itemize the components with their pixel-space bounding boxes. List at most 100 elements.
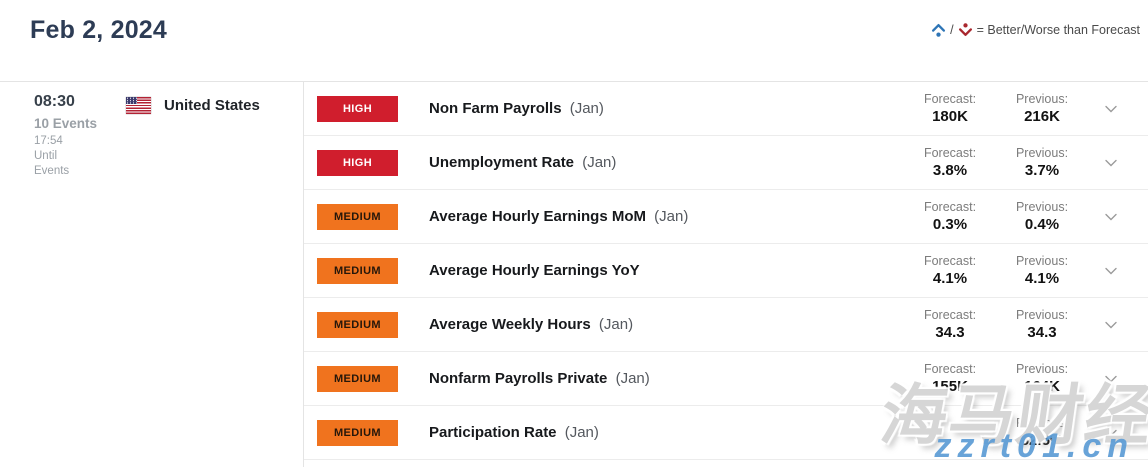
forecast-label: Forecast: [923, 254, 977, 268]
events-list: HIGH Non Farm Payrolls (Jan) Forecast: 1… [304, 82, 1148, 467]
previous-cell: Previous: 216K [996, 92, 1088, 125]
importance-badge: MEDIUM [317, 203, 398, 230]
event-row[interactable]: MEDIUM Participation Rate (Jan) Previous… [304, 406, 1148, 460]
country-name: United States [164, 97, 260, 114]
session-time: 08:30 [34, 93, 75, 110]
forecast-label: Forecast: [923, 200, 977, 214]
previous-cell: Previous: 62.5% [996, 416, 1088, 449]
forecast-value: 0.3% [932, 216, 968, 233]
forecast-label: Forecast: [923, 362, 977, 376]
forecast-label: Forecast: [923, 146, 977, 160]
previous-cell: Previous: 3.7% [996, 146, 1088, 179]
event-row[interactable]: MEDIUM Average Hourly Earnings MoM (Jan)… [304, 190, 1148, 244]
previous-cell: Previous: 34.3 [996, 308, 1088, 341]
previous-label: Previous: [1015, 146, 1069, 160]
better-chevron [932, 24, 946, 32]
event-period: (Jan) [582, 154, 617, 171]
event-row[interactable]: MEDIUM Average Weekly Hours (Jan) Foreca… [304, 298, 1148, 352]
country-header: United States [126, 97, 260, 114]
event-name: Nonfarm Payrolls Private [429, 370, 608, 387]
previous-value: 164K [1024, 378, 1060, 395]
expand-chevron-icon[interactable] [1088, 267, 1134, 275]
event-name: Average Hourly Earnings MoM [429, 208, 646, 225]
forecast-cell: Forecast: 155K [904, 362, 996, 395]
previous-label: Previous: [1015, 92, 1069, 106]
expand-chevron-icon[interactable] [1088, 105, 1134, 113]
previous-label: Previous: [1015, 200, 1069, 214]
previous-label: Previous: [1015, 254, 1069, 268]
importance-badge: MEDIUM [317, 311, 398, 338]
forecast-label: Forecast: [923, 92, 977, 106]
forecast-label: Forecast: [923, 308, 977, 322]
event-name-wrap: Average Hourly Earnings YoY [429, 262, 644, 279]
forecast-value: 180K [932, 108, 968, 125]
previous-label: Previous: [1015, 362, 1069, 376]
previous-label: Previous: [1015, 308, 1069, 322]
worse-chevron [958, 28, 972, 36]
event-row[interactable]: HIGH Unemployment Rate (Jan) Forecast: 3… [304, 136, 1148, 190]
forecast-cell: Forecast: 3.8% [904, 146, 996, 179]
expand-chevron-icon[interactable] [1088, 159, 1134, 167]
worse-than-forecast-icon [958, 23, 972, 36]
event-name-wrap: Average Hourly Earnings MoM (Jan) [429, 208, 688, 225]
forecast-cell: Forecast: 0.3% [904, 200, 996, 233]
forecast-value: 3.8% [932, 162, 968, 179]
forecast-value: 155K [932, 378, 968, 395]
importance-badge: MEDIUM [317, 419, 398, 446]
legend-text: = Better/Worse than Forecast [976, 23, 1140, 37]
previous-value: 3.7% [1024, 162, 1060, 179]
session-countdown: 17:54 [34, 135, 63, 147]
importance-badge: MEDIUM [317, 257, 398, 284]
previous-value: 216K [1024, 108, 1060, 125]
event-period: (Jan) [615, 370, 650, 387]
importance-badge: HIGH [317, 149, 398, 176]
event-period: (Jan) [598, 316, 634, 333]
forecast-value: 4.1% [932, 270, 968, 287]
previous-cell: Previous: 0.4% [996, 200, 1088, 233]
event-name-wrap: Participation Rate (Jan) [429, 424, 599, 441]
event-period: (Jan) [569, 100, 604, 117]
forecast-cell: Forecast: 180K [904, 92, 996, 125]
expand-chevron-icon[interactable] [1088, 321, 1134, 329]
page-title: Feb 2, 2024 [30, 16, 168, 44]
event-name: Average Weekly Hours [429, 316, 591, 333]
expand-chevron-icon[interactable] [1088, 429, 1134, 437]
event-row[interactable]: HIGH Non Farm Payrolls (Jan) Forecast: 1… [304, 82, 1148, 136]
importance-badge: HIGH [317, 95, 398, 122]
previous-value: 0.4% [1024, 216, 1060, 233]
previous-cell: Previous: 4.1% [996, 254, 1088, 287]
forecast-cell: Forecast: 4.1% [904, 254, 996, 287]
legend-slash: / [950, 23, 954, 37]
forecast-cell: Forecast: 34.3 [904, 308, 996, 341]
legend: / = Better/Worse than Forecast [931, 23, 1140, 37]
better-than-forecast-icon [932, 24, 946, 37]
event-name: Average Hourly Earnings YoY [429, 262, 640, 279]
session-event-count: 10 Events [34, 116, 98, 131]
event-row[interactable]: MEDIUM Nonfarm Payrolls Private (Jan) Fo… [304, 352, 1148, 406]
event-name-wrap: Nonfarm Payrolls Private (Jan) [429, 370, 650, 387]
previous-value: 34.3 [1027, 324, 1057, 341]
us-flag-icon [126, 97, 151, 114]
expand-chevron-icon[interactable] [1088, 213, 1134, 221]
event-period: (Jan) [654, 208, 689, 225]
previous-value: 4.1% [1024, 270, 1060, 287]
event-name: Non Farm Payrolls [429, 100, 562, 117]
session-panel: 08:30 10 Events 17:54 Until Events Unite… [0, 82, 304, 467]
previous-cell: Previous: 164K [996, 362, 1088, 395]
previous-label: Previous: [1015, 416, 1069, 430]
event-row[interactable]: MEDIUM Average Hourly Earnings YoY Forec… [304, 244, 1148, 298]
event-period: (Jan) [564, 424, 599, 441]
event-name: Unemployment Rate [429, 154, 575, 171]
forecast-value: 34.3 [935, 324, 965, 341]
calendar-body: 08:30 10 Events 17:54 Until Events Unite… [0, 82, 1148, 467]
previous-value: 62.5% [1020, 432, 1064, 449]
session-until-events: Events [34, 165, 70, 177]
calendar-header: Feb 2, 2024 / = Better/Worse than Foreca… [0, 0, 1148, 82]
event-name-wrap: Average Weekly Hours (Jan) [429, 316, 633, 333]
event-name: Participation Rate [429, 424, 557, 441]
event-name-wrap: Non Farm Payrolls (Jan) [429, 100, 604, 117]
importance-badge: MEDIUM [317, 365, 398, 392]
event-name-wrap: Unemployment Rate (Jan) [429, 154, 616, 171]
session-until: Until [34, 150, 58, 162]
expand-chevron-icon[interactable] [1088, 375, 1134, 383]
